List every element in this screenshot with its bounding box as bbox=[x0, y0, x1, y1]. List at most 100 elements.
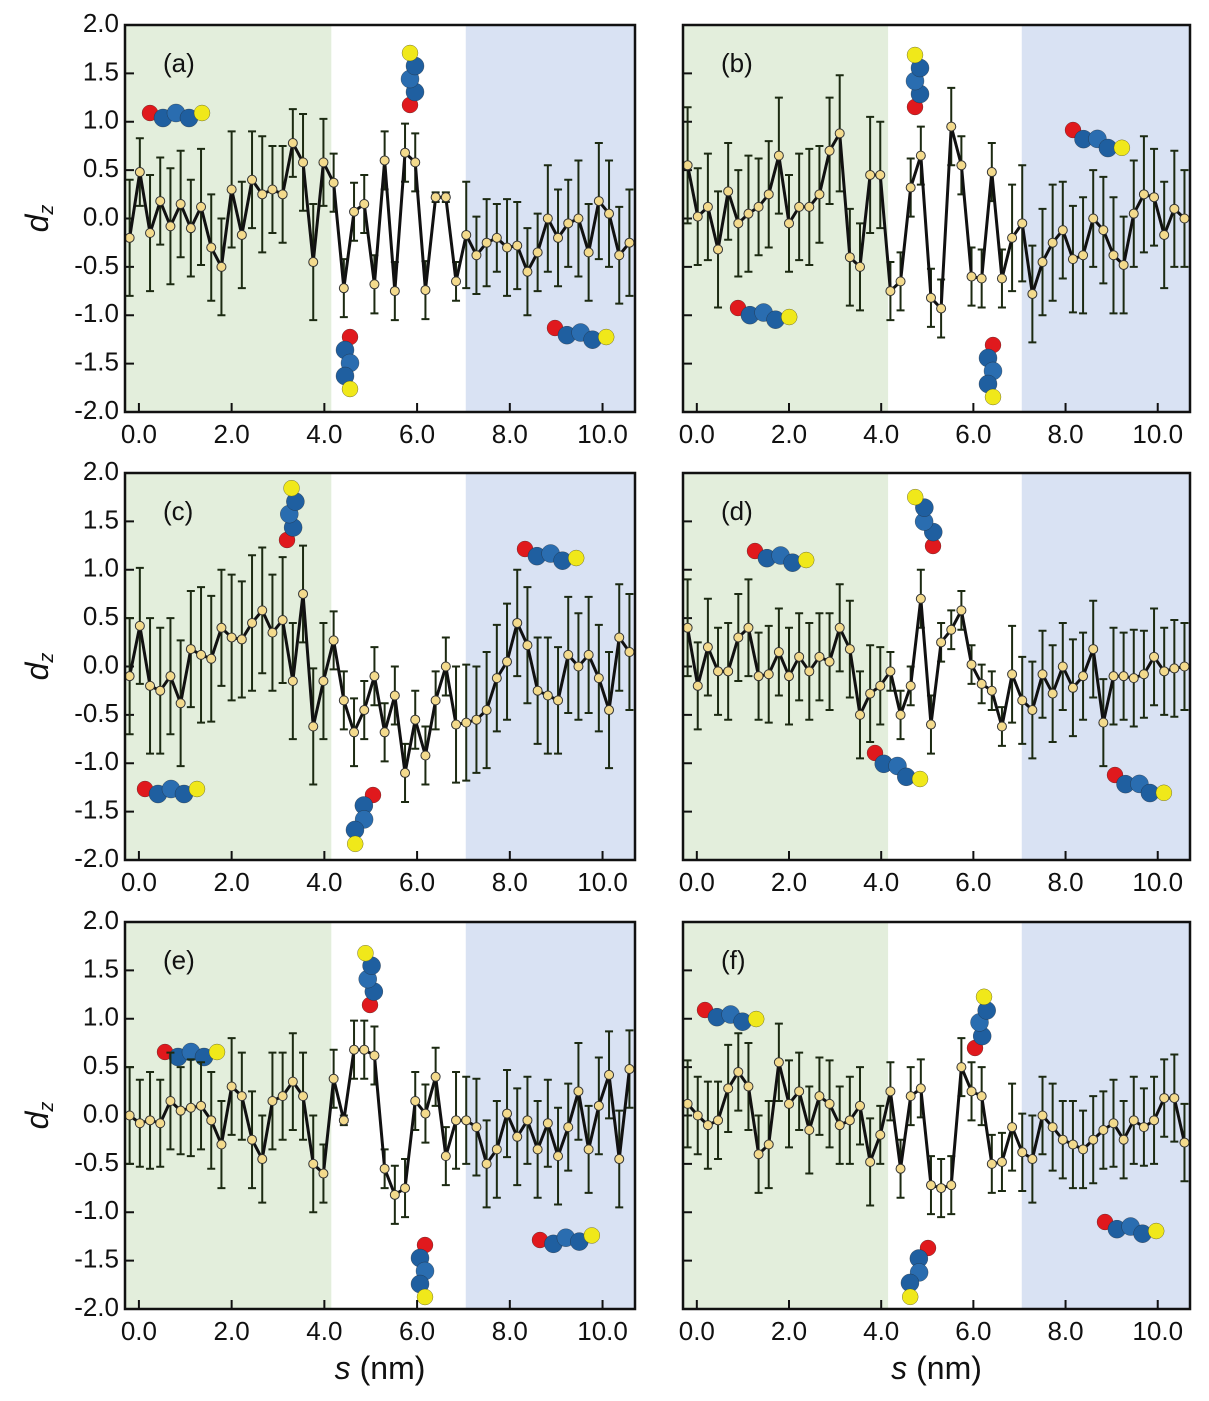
data-point bbox=[814, 1091, 825, 1102]
data-point bbox=[308, 257, 319, 268]
y-tick-label: -0.5 bbox=[74, 698, 119, 728]
data-point bbox=[165, 671, 176, 682]
data-point bbox=[1108, 1118, 1119, 1129]
plot-frame bbox=[681, 920, 1192, 1311]
data-point bbox=[1159, 229, 1170, 240]
molecule-atom bbox=[357, 945, 374, 962]
data-point bbox=[1027, 705, 1038, 716]
y-tick-label: -1.5 bbox=[74, 347, 119, 377]
data-point bbox=[986, 167, 997, 178]
data-point bbox=[966, 1086, 977, 1097]
molecule-atom bbox=[1113, 139, 1131, 156]
data-point bbox=[885, 666, 896, 677]
data-point bbox=[349, 206, 360, 217]
data-point bbox=[420, 750, 431, 761]
data-point bbox=[1098, 717, 1109, 728]
data-point bbox=[865, 688, 876, 699]
data-point bbox=[277, 1091, 288, 1102]
data-point bbox=[925, 719, 936, 730]
data-point bbox=[854, 709, 865, 720]
panel: -2.0 -1.5 -1.0 -0.5 0.0 0.5 1.0 1.5 2.0 0.0 2.0 4.0… bbox=[19, 8, 637, 449]
data-point bbox=[1118, 259, 1129, 270]
data-point bbox=[976, 678, 987, 689]
data-point bbox=[440, 1151, 451, 1162]
data-point bbox=[713, 666, 724, 677]
data-point bbox=[723, 186, 734, 197]
data-point bbox=[1138, 1122, 1149, 1133]
molecule-atom bbox=[598, 328, 615, 346]
x-tick-label: 6.0 bbox=[399, 1316, 435, 1346]
data-point bbox=[743, 622, 754, 633]
data-point bbox=[226, 1081, 237, 1092]
data-point bbox=[956, 1062, 967, 1073]
data-point bbox=[145, 680, 156, 691]
x-tick-label: 0.0 bbox=[121, 419, 157, 449]
data-point bbox=[682, 1098, 693, 1109]
data-point bbox=[502, 1108, 513, 1119]
data-point bbox=[369, 1050, 380, 1061]
shaded-region bbox=[1021, 922, 1190, 1309]
data-point bbox=[502, 242, 513, 253]
x-tick-label: 6.0 bbox=[955, 1316, 991, 1346]
data-point bbox=[287, 138, 298, 149]
molecule-atom bbox=[748, 1010, 765, 1028]
data-point bbox=[702, 201, 713, 212]
data-point bbox=[692, 1110, 703, 1121]
plot-frame bbox=[123, 23, 637, 414]
data-point bbox=[905, 1091, 916, 1102]
data-point bbox=[247, 174, 258, 185]
data-point bbox=[1098, 225, 1109, 236]
plot-frame bbox=[123, 920, 637, 1311]
data-point bbox=[966, 659, 977, 670]
data-point bbox=[491, 673, 502, 684]
data-point bbox=[338, 695, 349, 706]
data-point bbox=[702, 642, 713, 653]
x-tick-label: 2.0 bbox=[214, 1316, 250, 1346]
panel: 0.0 2.0 4.0 6.0 8.0 10.0 (d) bbox=[679, 471, 1192, 897]
data-point bbox=[573, 213, 584, 224]
y-tick-label: -1.5 bbox=[74, 1244, 119, 1274]
shaded-region bbox=[125, 922, 332, 1309]
data-point bbox=[512, 240, 523, 251]
shaded-region bbox=[683, 25, 889, 412]
data-point bbox=[834, 128, 845, 139]
shaded-region bbox=[1021, 25, 1190, 412]
data-point bbox=[1128, 208, 1139, 219]
data-point bbox=[277, 615, 288, 626]
data-point bbox=[996, 1156, 1007, 1167]
y-tick-label: 0.5 bbox=[83, 1050, 119, 1080]
data-point bbox=[400, 1183, 411, 1194]
data-point bbox=[542, 690, 553, 701]
data-point bbox=[471, 714, 482, 725]
data-point bbox=[298, 157, 309, 168]
data-point bbox=[267, 1095, 278, 1106]
data-point bbox=[196, 201, 207, 212]
data-point bbox=[196, 649, 207, 660]
y-axis-label: dz bbox=[19, 1102, 58, 1130]
data-point bbox=[844, 252, 855, 263]
molecule-atom bbox=[401, 44, 419, 62]
x-tick-label: 0.0 bbox=[679, 419, 715, 449]
molecule-atom bbox=[583, 1227, 600, 1244]
x-tick-label: 8.0 bbox=[492, 1316, 528, 1346]
data-point bbox=[553, 232, 564, 243]
data-point bbox=[743, 208, 754, 219]
data-point bbox=[1017, 1147, 1028, 1158]
data-point bbox=[713, 244, 724, 255]
data-point bbox=[379, 727, 390, 738]
data-point bbox=[400, 147, 411, 158]
data-point bbox=[895, 1163, 906, 1174]
data-point bbox=[247, 1134, 258, 1145]
data-point bbox=[206, 1115, 217, 1126]
data-point bbox=[624, 237, 635, 248]
data-point bbox=[614, 1154, 625, 1165]
y-tick-label: 2.0 bbox=[83, 8, 119, 38]
x-tick-label: 10.0 bbox=[577, 419, 628, 449]
data-point bbox=[804, 1125, 815, 1136]
data-point bbox=[430, 192, 441, 203]
data-point bbox=[318, 157, 329, 168]
data-point bbox=[522, 1115, 533, 1126]
data-point bbox=[502, 656, 513, 667]
